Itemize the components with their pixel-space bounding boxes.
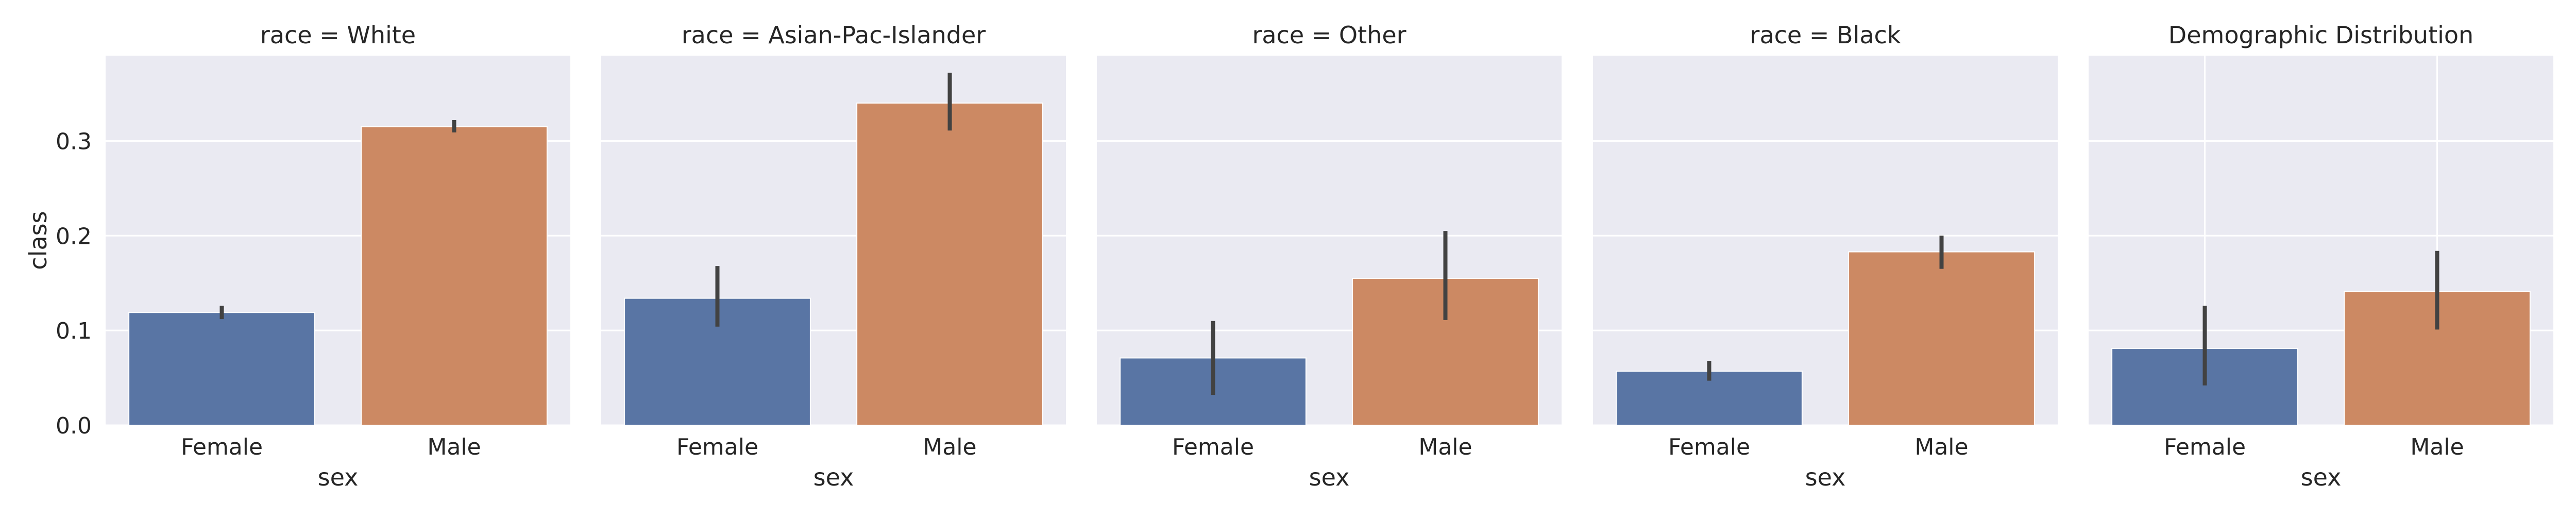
panel-1-title: race = White xyxy=(260,21,416,49)
panel-1-bar-female xyxy=(128,312,315,426)
panel-5-xtick-label-female: Female xyxy=(2164,434,2246,460)
panel-2-bar-male xyxy=(856,102,1043,426)
panel-3-bar-male xyxy=(1352,278,1539,426)
panel-2-xlabel: sex xyxy=(814,463,854,491)
panel-5-title: Demographic Distribution xyxy=(2168,21,2473,49)
ytick-label-1: 0.1 xyxy=(56,318,92,344)
panel-4-xtick-label-female: Female xyxy=(1668,434,1750,460)
panel-5-xtick-label-male: Male xyxy=(2410,434,2464,460)
panel-3-xtick-label-female: Female xyxy=(1172,434,1254,460)
panel-3-xtick-label-male: Male xyxy=(1418,434,1472,460)
panel-3-xlabel: sex xyxy=(1309,463,1350,491)
panel-2-xtick-label-male: Male xyxy=(923,434,976,460)
panel-1-xtick-label-male: Male xyxy=(427,434,481,460)
ytick-label-2: 0.2 xyxy=(56,223,92,249)
panel-5-xlabel: sex xyxy=(2301,463,2342,491)
panel-1-bar-male xyxy=(361,126,548,426)
panel-2-xtick-label-female: Female xyxy=(676,434,758,460)
panel-4-xtick-label-male: Male xyxy=(1914,434,1968,460)
panel-2-title: race = Asian-Pac-Islander xyxy=(682,21,986,49)
panel-4-xlabel: sex xyxy=(1805,463,1846,491)
panel-4-bar-male xyxy=(1848,251,2035,426)
ylabel: class xyxy=(24,211,52,270)
ytick-label-0: 0.0 xyxy=(56,413,92,439)
panel-4-title: race = Black xyxy=(1750,21,1901,49)
panel-1-xlabel: sex xyxy=(318,463,359,491)
ytick-label-3: 0.3 xyxy=(56,128,92,155)
panel-3-title: race = Other xyxy=(1252,21,1406,49)
panel-1-xtick-label-female: Female xyxy=(181,434,263,460)
